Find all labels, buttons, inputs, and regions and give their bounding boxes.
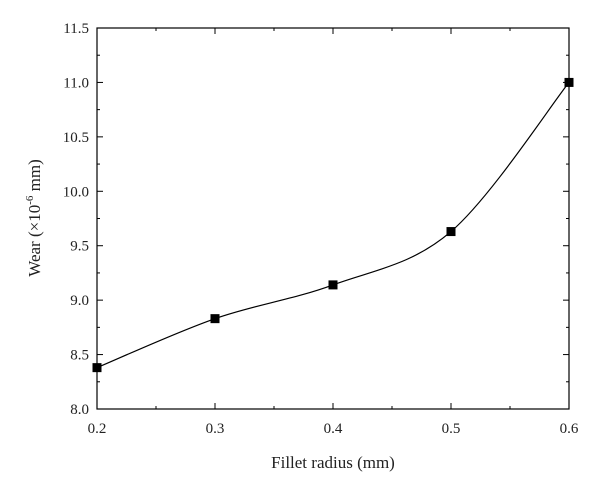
data-point-marker — [328, 280, 338, 290]
series-markers — [92, 77, 574, 373]
plot-frame — [96, 27, 570, 410]
y-tick-label: 11.5 — [63, 21, 89, 37]
x-axis-title: Fillet radius (mm) — [271, 453, 395, 472]
y-tick-label: 9.5 — [70, 239, 89, 255]
data-point-marker — [446, 227, 456, 237]
y-axis-title-prefix: Wear (×10 — [25, 205, 44, 277]
y-axis-title-suffix: mm) — [25, 159, 44, 195]
data-point-marker — [92, 363, 102, 373]
y-tick-label: 10.5 — [63, 130, 89, 146]
x-tick-label: 0.6 — [560, 421, 579, 437]
data-point-marker — [210, 314, 220, 324]
axis-ticks — [96, 27, 570, 410]
x-tick-label: 0.4 — [324, 421, 343, 437]
y-tick-label: 11.0 — [63, 75, 89, 91]
x-tick-label: 0.2 — [88, 421, 107, 437]
x-tick-label: 0.5 — [442, 421, 461, 437]
data-point-marker — [564, 77, 574, 87]
x-tick-label: 0.3 — [206, 421, 225, 437]
y-axis-title-exponent: -6 — [24, 195, 36, 205]
y-tick-labels: 8.0 8.5 9.0 9.5 10.0 10.5 11.0 11.5 — [63, 21, 89, 418]
series-line — [96, 82, 570, 369]
y-tick-label: 9.0 — [70, 293, 89, 309]
y-tick-label: 8.5 — [70, 348, 89, 364]
y-tick-label: 8.0 — [70, 402, 89, 418]
y-tick-label: 10.0 — [63, 184, 89, 200]
y-axis-title: Wear (×10-6 mm) — [24, 159, 44, 276]
x-tick-labels: 0.2 0.3 0.4 0.5 0.6 — [88, 421, 579, 437]
